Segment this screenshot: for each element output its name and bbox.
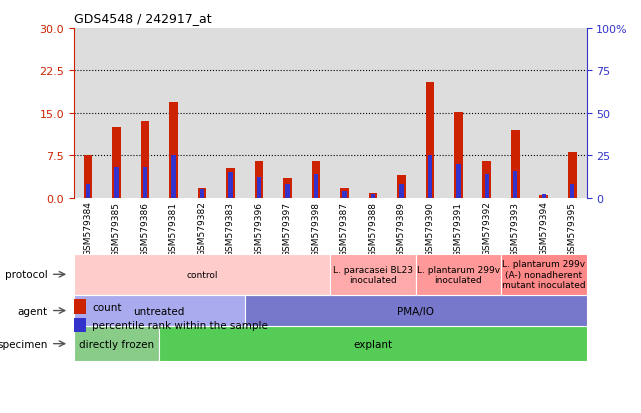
Text: GSM579393: GSM579393 bbox=[511, 201, 520, 256]
Text: untreated: untreated bbox=[133, 306, 185, 316]
Bar bbox=[542, 195, 546, 198]
Bar bbox=[330, 254, 415, 295]
Text: GSM579384: GSM579384 bbox=[83, 201, 92, 256]
Text: protocol: protocol bbox=[5, 270, 48, 280]
Bar bbox=[74, 295, 245, 326]
Text: GSM579385: GSM579385 bbox=[112, 201, 121, 256]
Text: GSM579386: GSM579386 bbox=[140, 201, 149, 256]
Bar bbox=[570, 185, 574, 198]
Text: GSM579390: GSM579390 bbox=[426, 201, 435, 256]
Bar bbox=[397, 176, 406, 198]
Text: GSM579381: GSM579381 bbox=[169, 201, 178, 256]
Text: GSM579395: GSM579395 bbox=[568, 201, 577, 256]
Bar bbox=[370, 195, 375, 198]
Text: agent: agent bbox=[18, 306, 48, 316]
Bar bbox=[513, 171, 517, 198]
Bar bbox=[197, 188, 206, 198]
Bar bbox=[511, 131, 520, 198]
Bar bbox=[340, 188, 349, 198]
Bar bbox=[171, 156, 176, 198]
Text: GSM579391: GSM579391 bbox=[454, 201, 463, 256]
Text: GSM579382: GSM579382 bbox=[197, 201, 206, 256]
Bar bbox=[200, 190, 204, 198]
Bar bbox=[74, 326, 159, 361]
Bar bbox=[342, 192, 347, 198]
Bar bbox=[226, 169, 235, 198]
Bar bbox=[454, 112, 463, 198]
Bar bbox=[483, 161, 491, 198]
Bar bbox=[540, 195, 548, 198]
Bar bbox=[159, 326, 587, 361]
Bar bbox=[254, 161, 263, 198]
Bar bbox=[312, 161, 320, 198]
Text: GDS4548 / 242917_at: GDS4548 / 242917_at bbox=[74, 12, 212, 25]
Bar bbox=[83, 156, 92, 198]
Bar bbox=[245, 295, 587, 326]
Text: L. plantarum 299v
(A-) nonadherent
mutant inoculated: L. plantarum 299v (A-) nonadherent mutan… bbox=[502, 260, 586, 290]
Bar bbox=[428, 156, 432, 198]
Bar bbox=[369, 194, 377, 198]
Text: GSM579397: GSM579397 bbox=[283, 201, 292, 256]
Text: explant: explant bbox=[353, 339, 392, 349]
Text: specimen: specimen bbox=[0, 339, 48, 349]
Bar bbox=[485, 175, 489, 198]
Bar bbox=[415, 254, 501, 295]
Bar bbox=[169, 102, 178, 198]
Bar bbox=[283, 178, 292, 198]
Text: directly frozen: directly frozen bbox=[79, 339, 154, 349]
Text: GSM579398: GSM579398 bbox=[312, 201, 320, 256]
Bar bbox=[456, 164, 460, 198]
Text: GSM579394: GSM579394 bbox=[539, 201, 548, 256]
Text: GSM579387: GSM579387 bbox=[340, 201, 349, 256]
Bar bbox=[285, 185, 290, 198]
Text: GSM579388: GSM579388 bbox=[369, 201, 378, 256]
Text: count: count bbox=[92, 302, 122, 312]
Bar bbox=[74, 299, 86, 314]
Bar bbox=[112, 128, 121, 198]
Bar bbox=[313, 175, 318, 198]
Bar bbox=[86, 185, 90, 198]
Bar bbox=[426, 83, 434, 198]
Bar bbox=[114, 168, 119, 198]
Bar bbox=[228, 173, 233, 198]
Bar bbox=[501, 254, 587, 295]
Text: GSM579389: GSM579389 bbox=[397, 201, 406, 256]
Text: GSM579396: GSM579396 bbox=[254, 201, 263, 256]
Text: GSM579383: GSM579383 bbox=[226, 201, 235, 256]
Bar bbox=[74, 254, 330, 295]
Bar bbox=[568, 153, 576, 198]
Text: L. paracasei BL23
inoculated: L. paracasei BL23 inoculated bbox=[333, 265, 413, 284]
Text: control: control bbox=[186, 270, 218, 279]
Bar bbox=[399, 185, 404, 198]
Text: GSM579392: GSM579392 bbox=[482, 201, 491, 256]
Bar bbox=[74, 318, 86, 332]
Text: PMA/IO: PMA/IO bbox=[397, 306, 434, 316]
Text: percentile rank within the sample: percentile rank within the sample bbox=[92, 320, 268, 330]
Bar bbox=[143, 168, 147, 198]
Text: L. plantarum 299v
inoculated: L. plantarum 299v inoculated bbox=[417, 265, 500, 284]
Bar bbox=[256, 178, 261, 198]
Bar bbox=[140, 122, 149, 198]
